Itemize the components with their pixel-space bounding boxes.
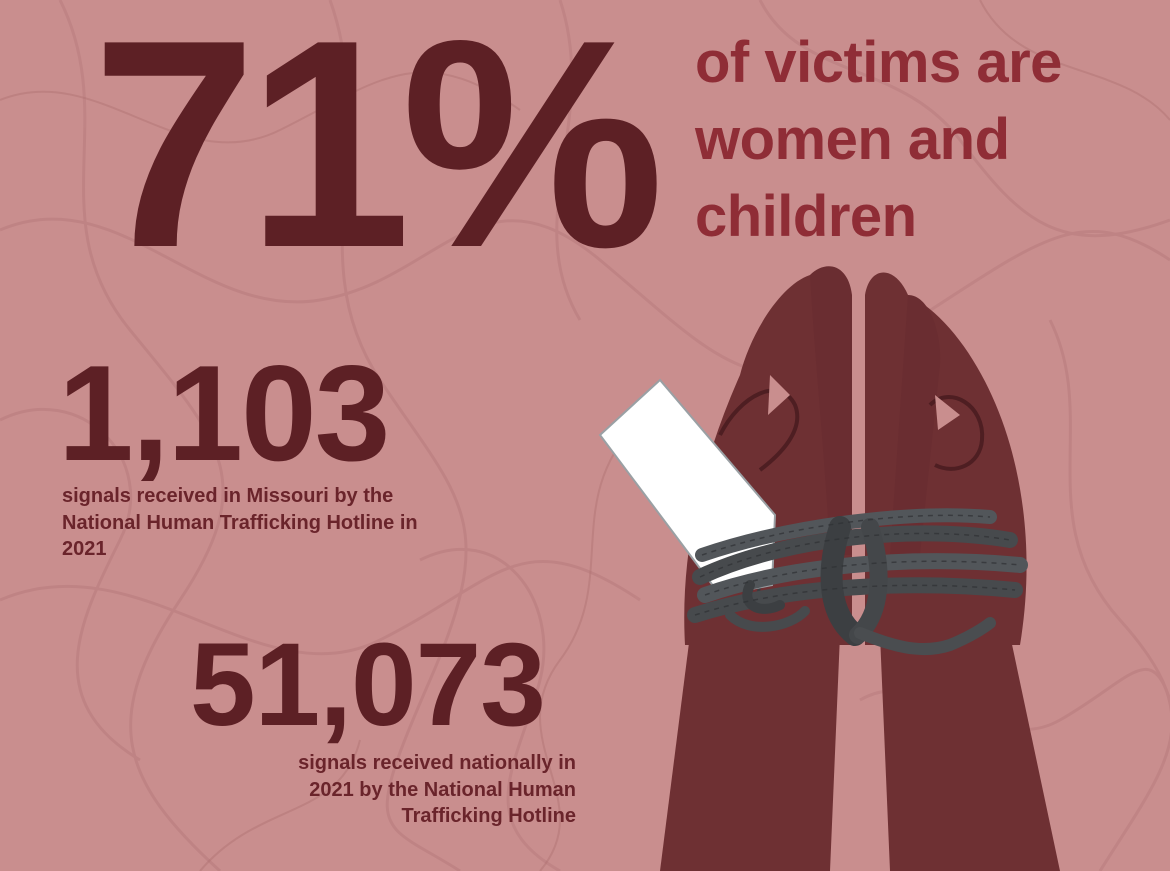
missouri-signals-caption: signals received in Missouri by the Nati… [62,485,418,561]
bound-hands-with-tag-icon [598,266,1060,871]
national-signals-caption: signals received nationally in 2021 by t… [298,752,576,828]
headline-percent: 71% [92,0,664,309]
missouri-signals-value: 1,103 [58,337,390,489]
national-signals-value: 51,073 [190,619,546,751]
left-forearm [660,635,840,871]
rope-icon [687,508,1028,656]
headline-caption: of victims are women and children [695,30,1062,250]
right-forearm [880,635,1060,871]
